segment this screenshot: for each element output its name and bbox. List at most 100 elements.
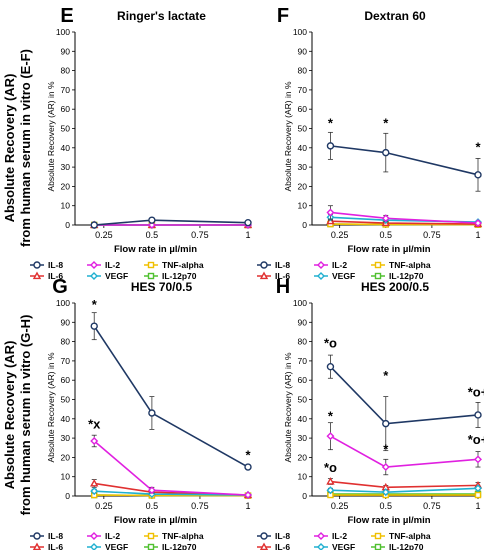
y-tick-label: 20 <box>298 181 308 191</box>
legend-label: IL-6 <box>48 542 63 550</box>
x-axis-label: Flow rate in µl/min <box>114 244 197 255</box>
legend-label: VEGF <box>332 542 355 550</box>
data-point <box>474 219 482 228</box>
data-point <box>326 486 335 495</box>
data-point <box>90 322 98 330</box>
data-point <box>90 221 98 229</box>
legend-label: VEGF <box>105 271 128 281</box>
data-point <box>90 487 99 496</box>
legend-label: IL-12p70 <box>389 542 424 550</box>
series-il-8 <box>90 216 252 229</box>
y-tick-label: 30 <box>61 162 71 172</box>
panel-letter-f: F <box>277 5 289 27</box>
series-line <box>330 145 479 176</box>
data-point <box>90 479 99 487</box>
y-tick-label: 70 <box>61 356 71 366</box>
data-point <box>382 419 390 428</box>
significance-annotation: * <box>328 409 334 424</box>
chart-title: Dextran 60 <box>364 9 426 23</box>
legend-marker <box>147 261 155 269</box>
legend-marker <box>317 543 325 550</box>
legend-label: IL-12p70 <box>162 542 197 550</box>
outer-ylabel-bottom-line2: from human serum in vitro (G-H) <box>18 315 33 516</box>
series-il-8 <box>90 312 252 471</box>
data-point <box>90 437 99 445</box>
data-point <box>148 216 156 224</box>
legend-label: IL-8 <box>48 531 63 541</box>
x-tick-label: 0.5 <box>146 230 159 240</box>
legend-label: IL-2 <box>332 260 347 270</box>
y-tick-label: 40 <box>61 414 71 424</box>
x-tick-label: 0.75 <box>191 230 209 240</box>
legend-label: TNF-alpha <box>162 531 204 541</box>
data-point <box>474 491 482 499</box>
x-tick-label: 1 <box>475 501 480 511</box>
legend-label: IL-12p70 <box>389 271 424 281</box>
series-line <box>330 480 479 489</box>
data-point <box>244 491 252 500</box>
significance-annotation: * <box>383 442 389 457</box>
significance-annotation: * <box>383 368 389 383</box>
significance-annotation: * <box>245 447 251 462</box>
y-tick-label: 10 <box>61 201 71 211</box>
y-tick-label: 50 <box>298 395 308 405</box>
panel-letter-g: G <box>52 276 68 298</box>
legend-marker <box>90 272 98 280</box>
y-tick-label: 80 <box>61 337 71 347</box>
legend-label: TNF-alpha <box>162 260 204 270</box>
legend-marker <box>33 261 41 269</box>
y-tick-label: 20 <box>61 452 71 462</box>
legend-marker <box>147 272 155 280</box>
series-line <box>330 435 479 468</box>
y-axis-label: Absolute Recovery (AR) in % <box>46 81 56 192</box>
y-tick-label: 100 <box>293 27 307 37</box>
y-axis-label: Absolute Recovery (AR) in % <box>46 352 56 463</box>
panel-h: H HES 200/0.5 0 10 20 30 40 50 60 70 80 90 100 0.25 0.… <box>257 276 484 550</box>
x-tick-label: 1 <box>245 230 250 240</box>
y-tick-label: 0 <box>302 220 307 230</box>
panel-letter-e: E <box>60 5 73 27</box>
y-tick-label: 0 <box>65 491 70 501</box>
legend-label: IL-2 <box>332 531 347 541</box>
data-point <box>244 218 252 227</box>
y-tick-label: 90 <box>61 46 71 56</box>
y-tick-label: 70 <box>298 356 308 366</box>
x-tick-label: 0.75 <box>423 501 441 511</box>
y-tick-label: 50 <box>61 395 71 405</box>
x-axis-label: Flow rate in µl/min <box>114 515 197 526</box>
chart-title: HES 70/0.5 <box>131 280 193 294</box>
x-tick-label: 1 <box>475 230 480 240</box>
x-axis-label: Flow rate in µl/min <box>347 244 430 255</box>
data-point <box>326 208 335 217</box>
legend-marker <box>259 271 269 280</box>
y-tick-label: 60 <box>61 375 71 385</box>
y-tick-label: 0 <box>302 491 307 501</box>
significance-annotation: * <box>383 116 389 131</box>
legend-marker <box>317 532 325 540</box>
y-tick-label: 10 <box>298 201 308 211</box>
data-point <box>382 148 390 157</box>
significance-annotation: *o <box>324 460 337 475</box>
outer-ylabel-top-line2: from human serum in vitro (E-F) <box>18 49 33 247</box>
panel-f: F Dextran 60 0 10 20 30 40 50 60 70 80 90 100 0.25 0.5… <box>257 5 483 281</box>
series-vegf <box>326 484 482 497</box>
panel-letter-h: H <box>276 276 290 298</box>
series-il-2 <box>326 205 482 228</box>
data-point <box>381 463 390 472</box>
x-tick-label: 0.5 <box>146 501 159 511</box>
y-tick-label: 20 <box>298 452 308 462</box>
significance-annotation: *o+ <box>468 385 484 400</box>
legend-marker <box>33 532 41 540</box>
outer-ylabel-bottom-line1: Absolute Recovery (AR) <box>2 341 17 490</box>
y-tick-label: 40 <box>61 143 71 153</box>
y-tick-label: 10 <box>298 472 308 482</box>
y-tick-label: 70 <box>298 85 308 95</box>
data-point <box>147 486 156 495</box>
x-axis-label: Flow rate in µl/min <box>347 515 430 526</box>
series-line <box>330 487 479 493</box>
data-point <box>474 411 482 419</box>
series-il-2 <box>90 434 252 500</box>
legend-marker <box>374 261 382 269</box>
y-tick-label: 60 <box>298 104 308 114</box>
